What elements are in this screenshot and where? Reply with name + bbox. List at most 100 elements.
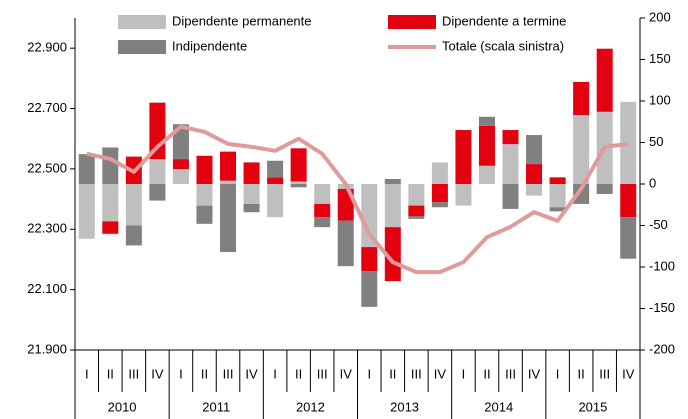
- bar: [196, 205, 213, 224]
- bar: [549, 184, 566, 208]
- bar: [620, 101, 637, 184]
- bar: [314, 217, 331, 228]
- x-tick-label: I: [367, 366, 371, 381]
- bar: [526, 164, 543, 184]
- bar: [431, 202, 448, 208]
- y2-tick-label: -100: [649, 258, 675, 273]
- bar: [102, 147, 119, 184]
- bar: [361, 271, 378, 307]
- bar: [361, 247, 378, 272]
- bar: [455, 130, 472, 184]
- y-tick-label: 22.900: [27, 40, 67, 55]
- bar: [478, 125, 495, 166]
- bar: [573, 81, 590, 116]
- bar: [526, 184, 543, 196]
- x-tick-label: I: [85, 366, 89, 381]
- x-tick-label: IV: [340, 366, 353, 381]
- bar: [384, 184, 401, 228]
- x-tick-label: III: [599, 366, 610, 381]
- bar: [172, 159, 189, 170]
- y2-tick-label: -50: [649, 217, 668, 232]
- y-tick-label: 22.700: [27, 100, 67, 115]
- legend-swatch: [388, 15, 436, 29]
- y-tick-label: 22.100: [27, 281, 67, 296]
- bar: [502, 130, 519, 145]
- bar: [220, 151, 237, 181]
- x-tick-label: III: [317, 366, 328, 381]
- bar: [243, 184, 260, 204]
- group-label: 2011: [202, 399, 230, 414]
- bar: [408, 216, 425, 219]
- x-tick-label: II: [389, 366, 396, 381]
- bar: [549, 177, 566, 184]
- legend-swatch: [118, 15, 166, 29]
- group-label: 2010: [108, 399, 137, 414]
- bar: [314, 184, 331, 204]
- bar: [549, 207, 566, 212]
- legend-label: Totale (scala sinistra): [442, 38, 564, 53]
- bar: [220, 184, 237, 253]
- x-tick-label: II: [295, 366, 302, 381]
- bar: [431, 184, 448, 203]
- x-tick-label: II: [483, 366, 490, 381]
- bar: [573, 184, 590, 204]
- group-label: 2014: [484, 399, 513, 414]
- y2-tick-label: 200: [649, 9, 671, 24]
- group-label: 2012: [296, 399, 325, 414]
- y-tick-label: 21.900: [27, 341, 67, 356]
- bar: [267, 177, 284, 184]
- bar: [243, 203, 260, 213]
- x-tick-label: II: [107, 366, 114, 381]
- bar: [196, 184, 213, 206]
- bar: [455, 184, 472, 206]
- bar: [596, 48, 613, 112]
- y2-tick-label: -150: [649, 300, 675, 315]
- bar: [408, 184, 425, 206]
- x-tick-label: I: [273, 366, 277, 381]
- bar: [102, 221, 119, 234]
- legend-swatch: [118, 40, 166, 54]
- y2-tick-label: -200: [649, 341, 675, 356]
- bar: [314, 203, 331, 218]
- bar: [125, 225, 142, 246]
- bar: [384, 227, 401, 282]
- bar: [149, 184, 166, 201]
- bar: [267, 160, 284, 178]
- legend-label: Indipendente: [172, 38, 247, 53]
- bar: [526, 135, 543, 165]
- bar: [243, 162, 260, 184]
- bar: [361, 184, 378, 248]
- bar: [78, 154, 95, 184]
- x-tick-label: I: [556, 366, 560, 381]
- x-tick-label: IV: [151, 366, 164, 381]
- bar: [620, 217, 637, 259]
- bar: [502, 144, 519, 184]
- legend-label: Dipendente a termine: [442, 13, 566, 28]
- x-tick-label: I: [179, 366, 183, 381]
- bar: [290, 184, 307, 188]
- x-tick-label: IV: [434, 366, 447, 381]
- bar: [478, 165, 495, 184]
- y2-tick-label: 0: [649, 175, 656, 190]
- bar: [78, 184, 95, 239]
- x-tick-label: III: [223, 366, 234, 381]
- bar: [172, 169, 189, 184]
- y2-tick-label: 50: [649, 134, 663, 149]
- legend-label: Dipendente permanente: [172, 13, 312, 28]
- bar: [596, 184, 613, 194]
- bar: [337, 220, 354, 267]
- bar: [384, 179, 401, 184]
- y-tick-label: 22.300: [27, 221, 67, 236]
- bar: [149, 159, 166, 184]
- bar: [620, 184, 637, 218]
- x-tick-label: III: [128, 366, 139, 381]
- bar: [125, 184, 142, 226]
- line-series: [86, 124, 629, 275]
- bar: [408, 205, 425, 217]
- bar: [196, 155, 213, 184]
- bar: [478, 116, 495, 126]
- group-label: 2013: [390, 399, 419, 414]
- bar: [431, 162, 448, 184]
